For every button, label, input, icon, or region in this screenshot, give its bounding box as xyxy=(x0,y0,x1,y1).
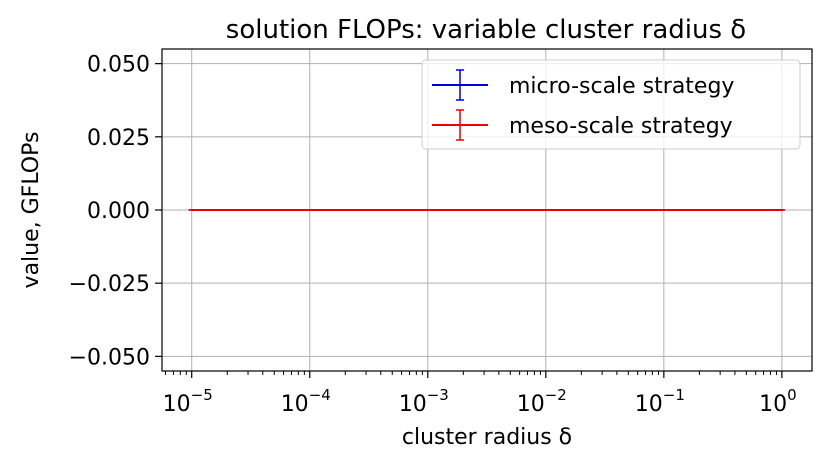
y-axis-label: value, GFLOPs xyxy=(19,132,44,289)
legend: micro-scale strategy meso-scale strategy xyxy=(421,59,801,150)
y-tick-label: −0.050 xyxy=(69,345,150,370)
chart-title: solution FLOPs: variable cluster radius … xyxy=(226,15,746,45)
legend-box xyxy=(421,59,801,150)
x-tick-label: 10−5 xyxy=(163,386,213,417)
x-tick-label: 100 xyxy=(759,386,797,417)
x-axis-ticks: 10−5 10−4 10−3 10−2 10−1 100 xyxy=(163,371,797,417)
y-tick-label: 0.025 xyxy=(87,126,150,151)
x-tick-label: 10−4 xyxy=(281,386,331,417)
x-tick-label: 10−1 xyxy=(635,386,685,417)
legend-label: meso-scale strategy xyxy=(509,114,733,139)
y-tick-label: 0.000 xyxy=(87,199,150,224)
legend-entry: micro-scale strategy xyxy=(432,69,734,101)
legend-label: micro-scale strategy xyxy=(509,74,734,99)
y-tick-label: 0.050 xyxy=(87,53,150,78)
legend-entry: meso-scale strategy xyxy=(432,109,733,141)
x-axis-label: cluster radius δ xyxy=(402,425,572,450)
y-axis-ticks: 0.050 0.025 0.000 −0.025 −0.050 xyxy=(69,53,162,370)
y-tick-label: −0.025 xyxy=(69,272,150,297)
minor-ticks xyxy=(165,371,777,375)
x-tick-label: 10−2 xyxy=(517,386,567,417)
x-tick-label: 10−3 xyxy=(399,386,449,417)
